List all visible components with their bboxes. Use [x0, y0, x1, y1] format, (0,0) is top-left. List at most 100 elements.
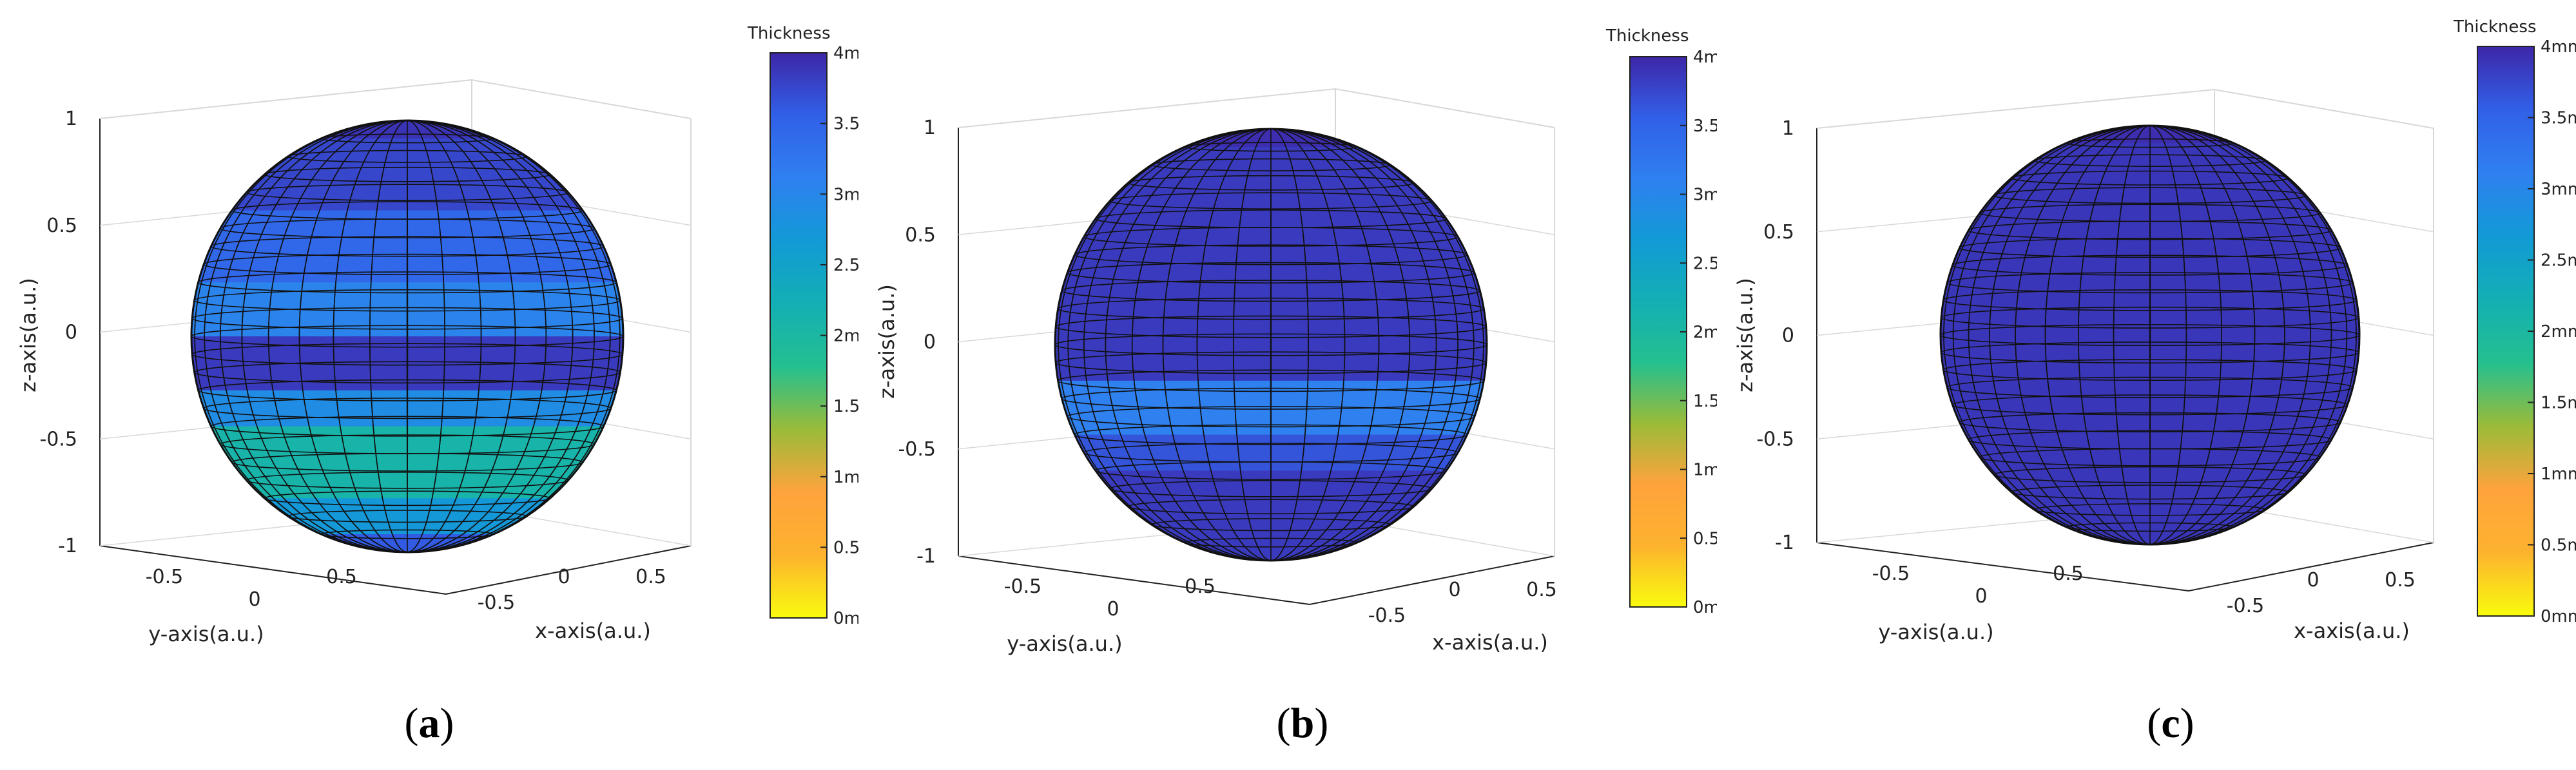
- y-tick-label: 0.5: [1185, 575, 1215, 598]
- panel-a: 1 0.5 0 -0.5 -1 -0.5 0 0.5 -0.5 0 0.5 y-axis(a.u.) x…: [0, 0, 858, 770]
- x-tick-label: -0.5: [2227, 595, 2265, 617]
- meridian: [220, 120, 595, 552]
- panel-c: 1 0.5 0 -0.5 -1 -0.5 0 0.5 -0.5 0 0.5 y-axis(a.u.) x…: [1717, 0, 2576, 770]
- colorbar-tick-label: 2mm: [2541, 322, 2576, 342]
- z-tick-label: 0: [65, 322, 77, 344]
- colorbar-tick-label: 0.5mm: [833, 538, 858, 557]
- y-tick-label: -0.5: [1872, 563, 1910, 585]
- meridian: [1083, 129, 1458, 561]
- colorbar: [770, 52, 828, 619]
- colorbar-tick-label: 3mm: [833, 185, 858, 204]
- colorbar-tick-label: 0.5mm: [2541, 536, 2576, 555]
- colorbar-tick-label: 2.5mm: [833, 256, 858, 275]
- meridian: [406, 120, 409, 552]
- colorbar-tick-label: 2.5mm: [1693, 254, 1717, 273]
- meridian: [1233, 129, 1309, 561]
- sphere-chart-b: 1 0.5 0 -0.5 -1 -0.5 0 0.5 -0.5 0 0.5 y-axis(a.u.) x…: [875, 26, 1717, 656]
- meridian: [241, 120, 574, 552]
- x-tick-label: 0: [1448, 579, 1460, 601]
- z-tick-label: 1: [924, 117, 936, 139]
- gridline: [99, 79, 472, 119]
- y-tick-label: 0: [1107, 598, 1119, 621]
- x-tick-label: 0.5: [1526, 579, 1557, 601]
- meridian: [204, 120, 611, 552]
- y-axis-label: y-axis(a.u.): [1007, 631, 1122, 656]
- colorbar-tick-label: 2mm: [1693, 323, 1717, 342]
- sphere: [1055, 129, 1487, 561]
- meridian: [333, 120, 482, 552]
- meridian: [2113, 126, 2187, 544]
- meridian: [2149, 126, 2151, 544]
- y-tick-label: -0.5: [146, 566, 184, 588]
- colorbar-tick-label: 3.5mm: [1693, 117, 1717, 136]
- colorbar-tick-label: 0mm: [833, 609, 858, 628]
- y-axis-line: [958, 555, 1310, 605]
- meridian: [194, 120, 621, 552]
- meridian: [2044, 126, 2256, 544]
- colorbar: [2477, 46, 2535, 617]
- sphere-chart-c: 1 0.5 0 -0.5 -1 -0.5 0 0.5 -0.5 0 0.5 y-axis(a.u.) x…: [1733, 17, 2576, 644]
- meridian: [267, 120, 547, 552]
- z-tick-label: 0.5: [1763, 221, 1794, 244]
- meridian: [298, 120, 516, 552]
- parallel: [1055, 333, 1487, 356]
- panel-label-b: (b): [1276, 700, 1329, 747]
- gridline: [471, 79, 692, 119]
- z-tick-label: -0.5: [1756, 428, 1794, 450]
- colorbar-tick-label: 0.5mm: [1693, 529, 1717, 548]
- x-tick-label: 0: [557, 566, 570, 588]
- gridline: [1335, 88, 1555, 128]
- parallel: [1941, 323, 2359, 347]
- y-tick-label: 0: [1975, 585, 1987, 608]
- x-tick-label: 0.5: [2385, 569, 2416, 592]
- meridian: [1270, 129, 1272, 561]
- z-tick-label: 0.5: [46, 215, 77, 237]
- colorbar-tick-label: 4mm: [833, 44, 858, 63]
- x-axis-label: x-axis(a.u.): [2294, 619, 2410, 643]
- z-tick-label: 0: [924, 331, 936, 354]
- sphere-outline: [190, 119, 625, 553]
- z-tick-label: -1: [916, 545, 936, 568]
- colorbar-title: Thickness: [747, 24, 831, 43]
- meridian: [1131, 129, 1411, 561]
- y-tick-label: -0.5: [1004, 575, 1042, 598]
- y-tick-label: 0: [248, 588, 260, 611]
- panel-label-a: (a): [404, 700, 454, 747]
- colorbar-tick-label: 1.5mm: [833, 397, 858, 416]
- meridian: [1067, 129, 1475, 561]
- meridian: [1952, 126, 2348, 544]
- colorbar-tick-label: 3.5mm: [2541, 109, 2576, 128]
- x-axis-line: [2188, 542, 2434, 592]
- y-tick-label: 0.5: [2053, 563, 2084, 585]
- gridline: [2214, 89, 2434, 129]
- y-axis-line: [1816, 542, 2189, 592]
- z-axis-label: z-axis(a.u.): [1733, 278, 1758, 392]
- gridline: [1816, 89, 2215, 129]
- colorbar-tick-label: 1.5mm: [2541, 394, 2576, 413]
- meridian: [1058, 129, 1484, 561]
- x-axis-label: x-axis(a.u.): [1432, 630, 1548, 655]
- parallel: [191, 325, 623, 348]
- z-tick-label: -1: [58, 535, 77, 557]
- z-tick-label: 0.5: [905, 224, 936, 246]
- meridian: [1968, 126, 2332, 544]
- colorbar-tick-label: 1mm: [1693, 461, 1717, 480]
- z-tick-label: 1: [1782, 117, 1794, 140]
- meridian: [2015, 126, 2285, 544]
- sphere-chart-a: 1 0.5 0 -0.5 -1 -0.5 0 0.5 -0.5 0 0.5 y-axis(a.u.) x…: [16, 24, 858, 646]
- colorbar-tick-label: 2.5mm: [2541, 251, 2576, 271]
- colorbar: [1629, 56, 1687, 608]
- sphere: [191, 120, 623, 552]
- z-axis-label: z-axis(a.u.): [16, 278, 41, 392]
- y-tick-label: 0.5: [326, 566, 357, 588]
- x-tick-label: -0.5: [1368, 604, 1406, 627]
- y-axis-line: [99, 545, 447, 595]
- x-tick-label: 0.5: [635, 566, 666, 588]
- z-tick-label: 0: [1782, 325, 1794, 347]
- colorbar-tick-label: 3mm: [2541, 180, 2576, 199]
- z-axis-label: z-axis(a.u.): [875, 284, 899, 399]
- x-tick-label: 0: [2307, 569, 2319, 592]
- x-axis-line: [1309, 555, 1555, 605]
- colorbar-title: Thickness: [1605, 26, 1689, 46]
- meridian: [1162, 129, 1380, 561]
